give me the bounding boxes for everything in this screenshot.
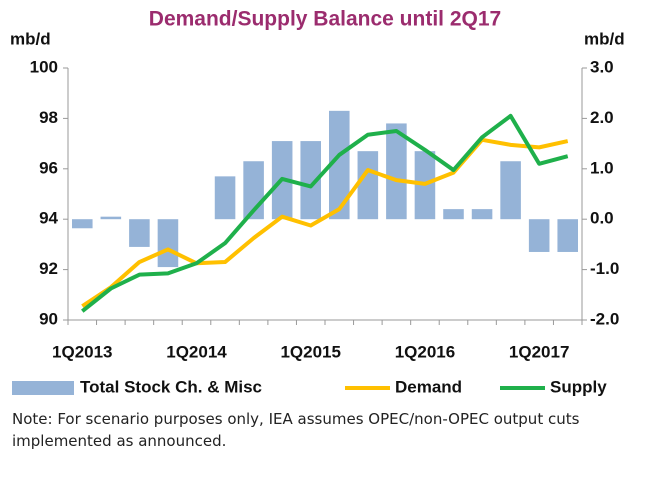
line bbox=[81, 137, 569, 308]
chart: Demand/Supply Balance until 2Q17 mb/d mb… bbox=[10, 8, 625, 397]
x-tick-label: 1Q2016 bbox=[395, 342, 456, 361]
y2-tick-label: -1.0 bbox=[590, 259, 619, 278]
y-tick-label: 100 bbox=[30, 57, 58, 76]
legend-label: Demand bbox=[395, 377, 462, 396]
bar bbox=[71, 219, 93, 229]
legend-label: Supply bbox=[550, 377, 607, 396]
line bbox=[81, 113, 569, 313]
bar bbox=[129, 219, 150, 247]
chart-title: Demand/Supply Balance until 2Q17 bbox=[149, 8, 501, 31]
bar bbox=[300, 141, 322, 220]
y2-tick-label: 3.0 bbox=[590, 57, 614, 76]
y-tick-label: 90 bbox=[39, 309, 58, 328]
y2-axis-label: mb/d bbox=[584, 29, 625, 48]
x-tick-label: 1Q2014 bbox=[166, 342, 227, 361]
note: Note: For scenario purposes only, IEA as… bbox=[12, 410, 580, 450]
y-tick-label: 96 bbox=[39, 158, 58, 177]
bar bbox=[100, 216, 122, 220]
y2-tick-label: 1.0 bbox=[590, 158, 614, 177]
legend-swatch bbox=[12, 381, 74, 395]
x-tick-label: 1Q2015 bbox=[280, 342, 341, 361]
y-tick-label: 94 bbox=[39, 209, 58, 228]
bar bbox=[157, 219, 179, 268]
y-tick-label: 92 bbox=[39, 259, 58, 278]
legend-label: Total Stock Ch. & Misc bbox=[80, 377, 262, 396]
bar bbox=[500, 161, 521, 220]
y2-tick-label: 2.0 bbox=[590, 108, 614, 127]
bar bbox=[443, 209, 464, 220]
bar bbox=[471, 209, 493, 220]
x-tick-label: 1Q2017 bbox=[509, 342, 570, 361]
y-tick-label: 98 bbox=[39, 108, 58, 127]
x-tick-label: 1Q2013 bbox=[52, 342, 113, 361]
bar bbox=[328, 110, 350, 220]
bar bbox=[557, 219, 579, 252]
y2-tick-label: 0.0 bbox=[590, 209, 614, 228]
y2-tick-label: -2.0 bbox=[590, 309, 619, 328]
bar bbox=[214, 176, 236, 220]
bar bbox=[528, 219, 550, 252]
bar bbox=[386, 123, 407, 220]
y-axis-label: mb/d bbox=[10, 29, 51, 48]
bar bbox=[357, 151, 379, 220]
